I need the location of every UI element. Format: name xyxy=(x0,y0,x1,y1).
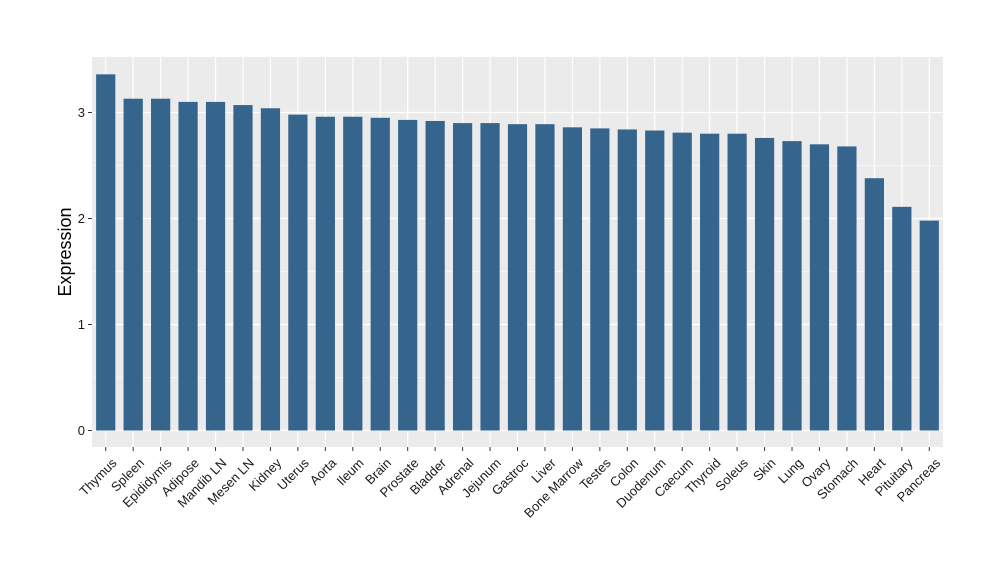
x-tick-label: Aorta xyxy=(307,455,340,488)
bar-ovary xyxy=(809,144,830,431)
bar-pituitary xyxy=(892,206,912,431)
x-tick-label: Uterus xyxy=(274,455,312,493)
bar-caecum xyxy=(672,132,692,431)
bar-brain xyxy=(370,117,390,431)
bar-epididymis xyxy=(151,98,171,431)
bar-thymus xyxy=(96,74,116,431)
bar-stomach xyxy=(837,146,857,431)
bar-mesen-ln xyxy=(233,105,253,431)
bar-ileum xyxy=(343,116,363,431)
x-tick-label: Ileum xyxy=(334,455,367,488)
y-tick-label: 1 xyxy=(78,317,85,332)
bar-thyroid xyxy=(700,133,720,431)
x-tick-label: Skin xyxy=(750,455,778,483)
bar-mandib-ln xyxy=(205,101,226,431)
bar-bone-marrow xyxy=(562,127,583,431)
bar-bladder xyxy=(425,120,445,431)
y-axis-title: Expression xyxy=(55,207,75,296)
bar-gastroc xyxy=(507,124,528,431)
bar-aorta xyxy=(315,116,335,431)
bar-prostate xyxy=(398,119,418,431)
bar-pancreas xyxy=(919,220,939,431)
bar-colon xyxy=(617,129,637,431)
bar-adipose xyxy=(178,101,198,431)
bar-adrenal xyxy=(452,123,473,431)
bar-spleen xyxy=(123,98,143,431)
bar-heart xyxy=(864,178,884,431)
bar-uterus xyxy=(288,114,308,431)
x-tick-label: Thymus xyxy=(76,455,120,499)
bar-kidney xyxy=(260,108,281,431)
x-tick-label: Testes xyxy=(577,455,615,493)
y-axis: 0 1 2 3 xyxy=(78,105,92,438)
y-tick-label: 2 xyxy=(78,211,85,226)
y-tick-label: 0 xyxy=(78,423,85,438)
bar-duodenum xyxy=(645,130,665,431)
bar-lung xyxy=(782,141,802,431)
bars xyxy=(96,74,939,431)
bar-liver xyxy=(535,124,555,431)
bar-testes xyxy=(590,128,610,431)
bar-skin xyxy=(754,137,775,431)
bar-jejunum xyxy=(480,123,500,431)
bar-soleus xyxy=(727,133,747,431)
y-tick-label: 3 xyxy=(78,105,85,120)
